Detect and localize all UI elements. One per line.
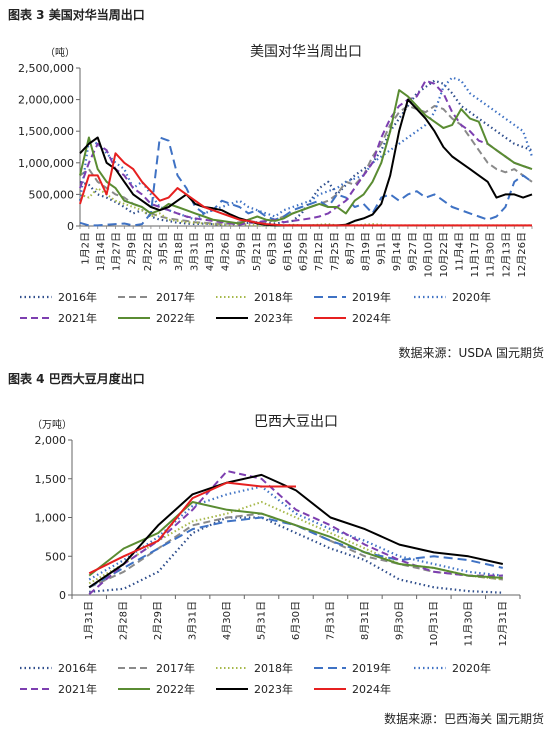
legend-label: 2017年 xyxy=(156,290,195,304)
x-tick-label: 6月3日 xyxy=(266,232,278,265)
x-tick-label: 1月2日 xyxy=(79,232,91,265)
y-tick-label: 1,000,000 xyxy=(18,157,74,170)
series-line-2016年 xyxy=(89,516,503,594)
legend-label: 2019年 xyxy=(352,661,391,675)
figure-3-caption: 图表 3 美国对华当周出口 xyxy=(8,8,145,22)
series-line-2021年 xyxy=(88,470,503,595)
y-axis-unit: （吨） xyxy=(45,46,75,59)
legend-label: 2016年 xyxy=(58,661,97,675)
x-tick-label: 8月7日 xyxy=(344,232,356,265)
legend-label: 2018年 xyxy=(254,661,293,675)
series-line-2022年 xyxy=(79,89,533,225)
x-tick-label: 8月31日 xyxy=(359,601,371,640)
y-tick-label: 500,000 xyxy=(29,188,75,201)
x-tick-label: 1月27日 xyxy=(111,232,123,271)
x-tick-label: 1月31日 xyxy=(83,601,95,640)
y-tick-label: 2,500,000 xyxy=(18,62,74,75)
x-tick-label: 9月1日 xyxy=(376,232,388,265)
x-tick-label: 6月16日 xyxy=(282,232,294,271)
legend-label: 2020年 xyxy=(452,290,491,304)
x-tick-label: 11月30日 xyxy=(485,232,497,277)
x-tick-label: 2月9日 xyxy=(126,232,138,265)
x-tick-label: 9月14日 xyxy=(391,232,403,271)
x-tick-label: 8月19日 xyxy=(360,232,372,271)
figure-4-caption: 图表 4 巴西大豆月度出口 xyxy=(8,372,145,386)
legend-label: 2022年 xyxy=(156,311,195,325)
legend-label: 2018年 xyxy=(254,290,293,304)
x-tick-label: 3月5日 xyxy=(157,232,169,265)
series-line-2023年 xyxy=(79,98,533,227)
y-tick-label: 1,500,000 xyxy=(18,125,74,138)
series-line-2019年 xyxy=(88,516,504,589)
x-tick-label: 7月12日 xyxy=(313,232,325,271)
x-tick-label: 5月21日 xyxy=(251,232,263,271)
x-tick-label: 2月29日 xyxy=(152,601,164,640)
x-tick-label: 3月18日 xyxy=(173,232,185,271)
y-tick-label: 2,000 xyxy=(35,434,67,447)
x-tick-label: 4月26日 xyxy=(220,232,232,271)
figure-3-source: 数据来源：USDA 国元期货 xyxy=(398,346,544,360)
legend-label: 2023年 xyxy=(254,311,293,325)
series-line-2016年 xyxy=(79,79,533,226)
series-line-2022年 xyxy=(88,501,503,579)
x-tick-label: 6月30日 xyxy=(290,601,302,640)
x-tick-label: 11月17日 xyxy=(469,232,481,277)
x-tick-label: 11月30日 xyxy=(462,601,474,646)
figure-4-source: 数据来源：巴西海关 国元期货 xyxy=(384,712,544,726)
x-tick-label: 1月14日 xyxy=(95,232,107,271)
x-tick-label: 10月10日 xyxy=(422,232,434,277)
x-tick-label: 7月25日 xyxy=(329,232,341,271)
x-tick-label: 6月29日 xyxy=(298,232,310,271)
x-tick-label: 10月31日 xyxy=(428,601,440,646)
x-tick-label: 3月31日 xyxy=(189,232,201,271)
y-tick-label: 0 xyxy=(67,220,74,233)
y-tick-label: 1,500 xyxy=(35,473,67,486)
series-line-2017年 xyxy=(88,512,503,589)
legend-label: 2022年 xyxy=(156,682,195,696)
x-tick-label: 12月13日 xyxy=(500,232,512,277)
x-tick-label: 9月27日 xyxy=(407,232,419,271)
legend-label: 2016年 xyxy=(58,290,97,304)
x-tick-label: 11月4日 xyxy=(454,232,466,271)
legend-label: 2019年 xyxy=(352,290,391,304)
x-tick-label: 4月30日 xyxy=(221,601,233,640)
series-line-2020年 xyxy=(78,76,534,221)
y-tick-label: 500 xyxy=(45,550,66,563)
x-tick-label: 3月31日 xyxy=(187,601,199,640)
y-tick-label: 0 xyxy=(59,589,66,602)
legend-label: 2023年 xyxy=(254,682,293,696)
legend-label: 2020年 xyxy=(452,661,491,675)
legend-label: 2017年 xyxy=(156,661,195,675)
x-tick-label: 4月13日 xyxy=(204,232,216,271)
legend-label: 2021年 xyxy=(58,682,97,696)
series-line-2019年 xyxy=(79,136,533,227)
chart-title: 巴西大豆出口 xyxy=(254,414,338,430)
y-tick-label: 1,000 xyxy=(35,512,67,525)
brazil-soybean-monthly-export-chart: 巴西大豆出口 （万吨） 0 500 1,000 1,500 2,000 1月31日 2月28日 2… xyxy=(20,414,521,696)
legend-label: 2024年 xyxy=(352,311,391,325)
x-tick-label: 5月9日 xyxy=(235,232,247,265)
series-line-2024年 xyxy=(88,481,296,575)
x-tick-label: 10月22日 xyxy=(438,232,450,277)
x-tick-label: 12月26日 xyxy=(516,232,528,277)
x-tick-label: 12月31日 xyxy=(497,601,509,646)
y-axis-unit: （万吨） xyxy=(32,418,72,431)
us-china-weekly-export-chart: 美国对华当周出口 （吨） 0 500,000 1,000,000 1,500,000 2,0… xyxy=(18,44,534,325)
series-line-2020年 xyxy=(88,485,503,581)
y-tick-label: 2,000,000 xyxy=(18,94,74,107)
series-line-2023年 xyxy=(88,473,504,589)
x-tick-label: 9月30日 xyxy=(393,601,405,640)
series-line-2024年 xyxy=(79,152,532,227)
x-tick-label: 5月31日 xyxy=(256,601,268,640)
x-tick-label: 2月28日 xyxy=(118,601,130,640)
x-tick-label: 7月31日 xyxy=(324,601,336,640)
legend-label: 2024年 xyxy=(352,682,391,696)
chart-title: 美国对华当周出口 xyxy=(250,44,362,60)
x-tick-label: 2月22日 xyxy=(142,232,154,271)
legend-label: 2021年 xyxy=(58,311,97,325)
